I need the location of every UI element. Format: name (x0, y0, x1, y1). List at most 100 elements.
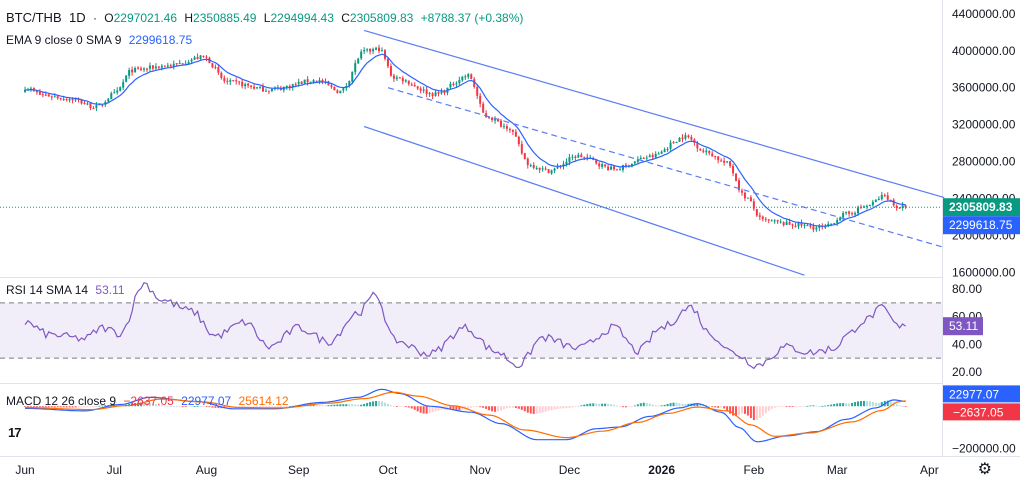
macd-hist-bar (574, 406, 577, 408)
candle-body (598, 163, 601, 167)
time-axis-tick: Oct (379, 463, 398, 477)
macd-hist-bar (535, 406, 538, 414)
candle-body (547, 169, 550, 174)
macd-hist-bar (806, 405, 809, 407)
candle-body (865, 205, 868, 207)
macd-hist-bar (205, 406, 208, 408)
gear-icon[interactable]: ⚙ (977, 461, 992, 478)
macd-label[interactable]: MACD 12 26 close 9 (6, 394, 117, 408)
macd-hist-bar (285, 406, 288, 408)
ema-price-tag (943, 216, 1020, 235)
macd-hist-bar (315, 405, 318, 407)
candle-body (71, 98, 74, 101)
candle-body (98, 104, 101, 106)
macd-hist-bar (336, 404, 339, 407)
ema-label[interactable]: EMA 9 close 0 SMA 9 (6, 33, 122, 47)
macd-hist-bar (485, 406, 488, 409)
candle-body (505, 126, 508, 129)
time-axis-tick: Sep (288, 463, 310, 477)
candle-body (833, 223, 836, 225)
candle-body (291, 84, 294, 88)
macd-hist-bar (312, 405, 315, 407)
candle-body (541, 168, 544, 170)
candle-body (223, 77, 226, 82)
macd-hist-bar (711, 406, 714, 408)
candle-body (375, 47, 378, 50)
rsi-legend: RSI 14 SMA 14 53.11 (6, 283, 129, 297)
macd-hist-bar (160, 405, 163, 407)
macd-hist-bar (497, 406, 500, 412)
candle-body (143, 68, 145, 70)
macd-hist-bar (681, 403, 684, 407)
macd-hist-bar (178, 406, 181, 408)
macd-hist-bar (836, 403, 839, 407)
macd-hist-bar (491, 406, 494, 412)
high-value: 2350885.49 (193, 11, 257, 25)
macd-hist-bar (610, 404, 613, 407)
candle-body (690, 136, 693, 140)
candle-body (267, 90, 270, 92)
tradingview-logo[interactable]: 17 (8, 425, 22, 440)
close-label: C (341, 11, 350, 25)
candle-body (883, 194, 886, 196)
candle-body (497, 118, 500, 122)
candle-body (544, 168, 547, 170)
candle-body (169, 65, 172, 67)
time-axis-tick: Aug (196, 463, 217, 477)
candle-body (413, 85, 416, 87)
macd-hist-bar (508, 406, 511, 408)
macd-legend: MACD 12 26 close 9 −2637.05 22977.07 256… (6, 394, 293, 408)
macd-hist-bar (877, 403, 880, 407)
candle-body (178, 62, 181, 64)
candle-body (83, 103, 86, 105)
macd-hist-bar (404, 406, 407, 408)
candle-body (583, 156, 586, 158)
macd-value-label: 22977.07 (949, 387, 999, 401)
symbol-label[interactable]: BTC/THB (6, 10, 62, 25)
candle-body (53, 96, 56, 98)
macd-hist-bar (889, 401, 892, 407)
macd-hist-bar (279, 406, 282, 408)
open-value: 2297021.46 (113, 11, 178, 25)
rsi-label[interactable]: RSI 14 SMA 14 (6, 283, 89, 297)
macd-hist-bar (101, 405, 104, 407)
candle-body (752, 201, 755, 209)
candle-body (538, 167, 541, 170)
macd-hist-bar (895, 404, 898, 407)
candle-body (854, 213, 857, 215)
candle-body (488, 117, 491, 119)
candle-body (354, 63, 357, 73)
candle-body (148, 65, 151, 69)
candle-body (532, 165, 535, 168)
candle-body (556, 166, 559, 169)
macd-hist-bar (821, 405, 824, 407)
macd-hist-bar (416, 406, 419, 412)
candle-body (482, 103, 485, 113)
rsi-value-tag (943, 317, 983, 336)
macd-hist-bar (571, 406, 574, 408)
candle-body (880, 195, 883, 200)
candle-body (476, 86, 479, 96)
time-axis-tick: 2026 (648, 463, 675, 477)
interval-label[interactable]: 1D (68, 10, 86, 25)
candle-body (315, 80, 318, 82)
macd-hist-bar (89, 406, 92, 408)
candle-body (190, 59, 193, 62)
macd-hist-bar (461, 406, 464, 411)
candle-body (389, 66, 392, 76)
candle-body (726, 161, 729, 163)
time-axis-tick: Nov (470, 463, 491, 477)
candle-body (613, 166, 616, 170)
candle-body (514, 131, 517, 137)
candle-body (89, 102, 92, 109)
candle-body (262, 86, 264, 92)
candle-body (318, 80, 321, 82)
candle-body (479, 95, 482, 104)
macd-hist-bar (351, 404, 354, 407)
candle-body (434, 92, 437, 96)
candle-body (56, 96, 59, 99)
candle-body (654, 153, 657, 158)
time-axis-tick: Mar (827, 463, 848, 477)
macd-hist-bar (458, 406, 461, 411)
